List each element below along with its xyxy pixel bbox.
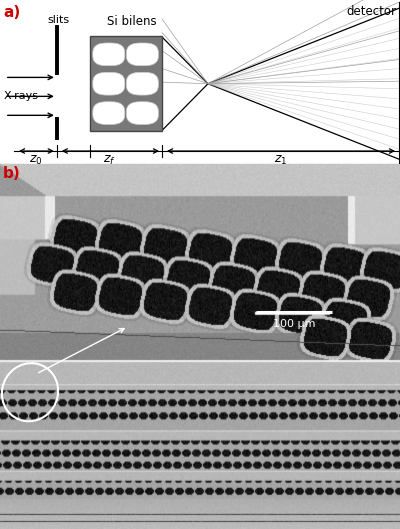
Text: $z_0$: $z_0$ [29,153,42,167]
Polygon shape [93,102,125,124]
Text: detector: detector [347,5,397,18]
Text: X-rays: X-rays [3,92,38,102]
Polygon shape [93,72,125,95]
Text: a): a) [3,5,20,20]
Polygon shape [126,43,158,66]
Polygon shape [93,43,125,66]
Text: $z_1$: $z_1$ [274,153,288,167]
Polygon shape [126,72,158,95]
Text: Si bilens: Si bilens [107,15,157,28]
Text: b): b) [3,166,21,181]
Text: slits: slits [47,15,69,25]
Polygon shape [126,102,158,124]
Text: 100 μm: 100 μm [273,320,315,329]
Text: $z_f$: $z_f$ [103,153,116,167]
Bar [90,37,162,131]
